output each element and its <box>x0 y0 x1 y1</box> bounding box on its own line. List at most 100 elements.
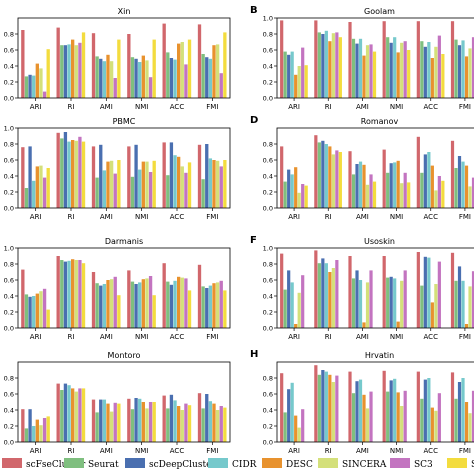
bar-goolam-fmi-seurat <box>454 39 458 98</box>
bar-pbmc-ri-scdeepcluster <box>63 132 68 208</box>
bar-usoskin-nmi-scfsecluster <box>382 256 386 328</box>
bar-romanov-ri-cidr <box>324 144 328 208</box>
bar-pbmc-nmi-cidr <box>138 169 142 208</box>
bar-romanov-nmi-sc3 <box>403 172 407 208</box>
bar-montoro-nmi-sc3 <box>148 402 153 442</box>
panel-usoskin: F Usoskin 0.0 0.2 0.4 0.6 0.8 1.0 ARI RI AMI NMI ACC… <box>250 235 474 341</box>
bar-romanov-acc-scfsecluster <box>416 136 420 208</box>
bar-xin-nmi-sincera <box>145 60 149 98</box>
bar-montoro-ami-sincera <box>109 411 114 442</box>
bar-hrvatin-nmi-sc3 <box>403 390 407 442</box>
bar-pbmc-fmi-scfsecluster <box>197 144 202 208</box>
bar-xin-ari-scfsecluster <box>21 30 25 98</box>
bar-hrvatin-fmi-cidr <box>461 378 465 442</box>
bar-romanov-fmi-scdeepcluster <box>457 156 462 208</box>
bar-romanov-ri-seurat <box>317 142 321 208</box>
panel-letter: D <box>250 115 258 126</box>
x-tick-label: ARI <box>288 447 300 455</box>
bar-goolam-ari-sc3 <box>301 47 305 98</box>
y-tick-label: 0.4 <box>263 173 273 181</box>
bar-montoro-nmi-desc <box>141 402 145 442</box>
bar-romanov-acc-sincera <box>434 190 438 208</box>
bar-montoro-ami-seurat <box>95 412 99 442</box>
bar-hrvatin-nmi-scfsecluster <box>382 370 386 442</box>
bar-hrvatin-ari-seurat <box>283 412 287 442</box>
y-tick-label: 0.6 <box>4 47 14 55</box>
bar-darmanis-acc-simlr <box>187 290 192 328</box>
bar-romanov-acc-cidr <box>427 152 431 208</box>
y-tick-label: 0.2 <box>263 423 273 431</box>
bar-usoskin-acc-desc <box>430 302 434 328</box>
bar-goolam-ri-simlr <box>338 37 342 98</box>
bar-usoskin-ri-sincera <box>331 268 335 328</box>
bar-darmanis-fmi-simlr <box>223 290 227 328</box>
y-tick-label: 0.8 <box>263 375 273 383</box>
bar-goolam-nmi-sincera <box>400 42 404 98</box>
bar-pbmc-ami-seurat <box>95 177 99 208</box>
bar-goolam-nmi-sc3 <box>403 41 407 98</box>
bar-darmanis-ri-seurat <box>60 260 64 328</box>
bar-goolam-fmi-desc <box>464 56 469 98</box>
bar-usoskin-ari-scdeepcluster <box>287 270 291 328</box>
x-tick-label: RI <box>68 103 75 111</box>
x-tick-label: ACC <box>170 213 185 221</box>
bar-darmanis-fmi-sc3 <box>219 280 223 328</box>
y-tick-label: 0.4 <box>4 293 14 301</box>
bar-darmanis-ri-sincera <box>74 260 78 328</box>
y-tick-label: 0.0 <box>4 205 14 213</box>
bar-pbmc-nmi-sincera <box>145 161 149 208</box>
y-tick-label: 0.8 <box>263 261 273 269</box>
bar-hrvatin-fmi-desc <box>464 402 469 442</box>
bar-montoro-ri-simlr <box>81 388 86 442</box>
legend-label-desc: DESC <box>286 460 313 470</box>
y-tick-label: 0.6 <box>263 47 273 55</box>
bar-montoro-ami-scdeepcluster <box>99 399 103 442</box>
y-tick-label: 0.8 <box>4 375 14 383</box>
bar-hrvatin-fmi-sincera <box>468 413 472 442</box>
x-tick-label: ACC <box>424 213 439 221</box>
bar-montoro-ari-scdeepcluster <box>28 409 32 442</box>
bar-hrvatin-ari-sincera <box>297 427 301 442</box>
bar-pbmc-fmi-sc3 <box>219 166 223 208</box>
y-tick-label: 0.4 <box>263 293 273 301</box>
bar-xin-nmi-scdeepcluster <box>134 58 138 98</box>
bar-hrvatin-acc-sincera <box>434 410 438 442</box>
bar-hrvatin-acc-seurat <box>420 398 424 442</box>
bar-usoskin-nmi-seurat <box>386 277 390 328</box>
bar-romanov-fmi-seurat <box>454 168 458 208</box>
bar-romanov-ari-sincera <box>297 192 301 208</box>
x-tick-label: ARI <box>288 103 300 111</box>
x-tick-label: FMI <box>459 447 471 455</box>
bar-romanov-ari-desc <box>294 167 298 208</box>
plot-frame <box>276 247 474 329</box>
bar-usoskin-ri-scdeepcluster <box>321 258 325 328</box>
bar-pbmc-nmi-scdeepcluster <box>134 144 138 208</box>
bar-hrvatin-nmi-scdeepcluster <box>389 380 393 442</box>
bar-montoro-ari-seurat <box>24 428 29 442</box>
bar-darmanis-nmi-scfsecluster <box>127 270 131 328</box>
bar-goolam-ari-simlr <box>304 65 308 98</box>
bar-pbmc-ami-simlr <box>117 160 121 208</box>
bar-montoro-nmi-seurat <box>130 409 135 442</box>
bar-romanov-ami-seurat <box>351 174 356 208</box>
y-tick-label: 1.0 <box>263 15 273 23</box>
plot-frame <box>17 361 231 443</box>
x-tick-label: FMI <box>206 447 218 455</box>
legend-label-sc3: SC3 <box>414 460 433 470</box>
bar-usoskin-ami-sincera <box>365 282 370 328</box>
y-tick-label: 0.4 <box>4 173 14 181</box>
bar-romanov-acc-simlr <box>441 180 445 208</box>
bar-romanov-ri-desc <box>328 146 332 208</box>
bar-goolam-ari-scfsecluster <box>280 20 284 98</box>
x-tick-label: ACC <box>170 103 185 111</box>
bar-romanov-nmi-cidr <box>393 162 397 208</box>
bar-montoro-ami-desc <box>106 403 110 442</box>
bar-usoskin-acc-sincera <box>434 284 438 328</box>
bar-hrvatin-nmi-seurat <box>386 391 390 442</box>
bar-goolam-ami-scdeepcluster <box>355 43 359 98</box>
bar-pbmc-fmi-desc <box>212 160 216 208</box>
bar-romanov-nmi-desc <box>396 160 400 208</box>
bar-goolam-ri-sincera <box>331 33 335 99</box>
legend-swatch-seurat <box>64 458 84 468</box>
bar-pbmc-ri-cidr <box>67 141 71 208</box>
